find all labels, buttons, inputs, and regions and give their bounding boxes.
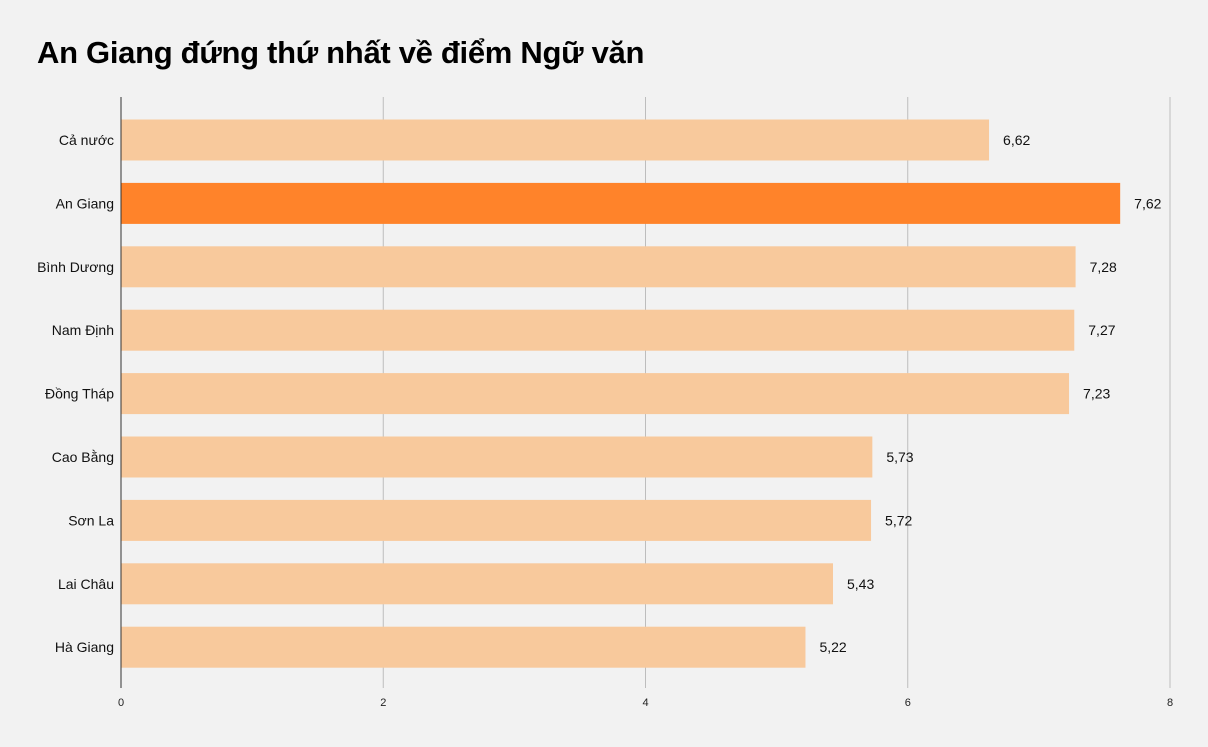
data-label: 6,62 [1003,132,1030,148]
bar [121,626,806,668]
category-label: Lai Châu [58,576,114,592]
category-label: Đồng Tháp [45,386,114,402]
bar [121,246,1076,288]
category-label: Nam Định [52,322,114,338]
x-tick-label: 2 [380,697,386,709]
x-tick-label: 8 [1167,697,1173,709]
category-label: An Giang [56,195,114,211]
category-label: Sơn La [68,512,114,528]
bar [121,563,834,605]
data-label: 7,27 [1088,322,1115,338]
bar [121,499,872,541]
chart-title: An Giang đứng thứ nhất về điểm Ngữ văn [37,35,645,70]
category-label: Hà Giang [55,639,114,655]
bar [121,373,1070,415]
bar [121,436,873,478]
data-label: 5,43 [847,576,874,592]
data-label: 7,62 [1134,195,1161,211]
x-tick-label: 6 [905,697,911,709]
data-label: 5,72 [885,512,912,528]
category-label: Cả nước [59,132,114,148]
data-label: 7,28 [1090,259,1117,275]
category-label: Cao Bằng [52,449,114,465]
category-label: Bình Dương [37,259,114,275]
data-label: 5,73 [886,449,913,465]
x-tick-label: 4 [642,697,648,709]
bar [121,309,1075,351]
bar [121,182,1121,224]
bar [121,119,990,161]
data-label: 5,22 [819,639,846,655]
data-label: 7,23 [1083,386,1110,402]
x-tick-label: 0 [118,697,124,709]
